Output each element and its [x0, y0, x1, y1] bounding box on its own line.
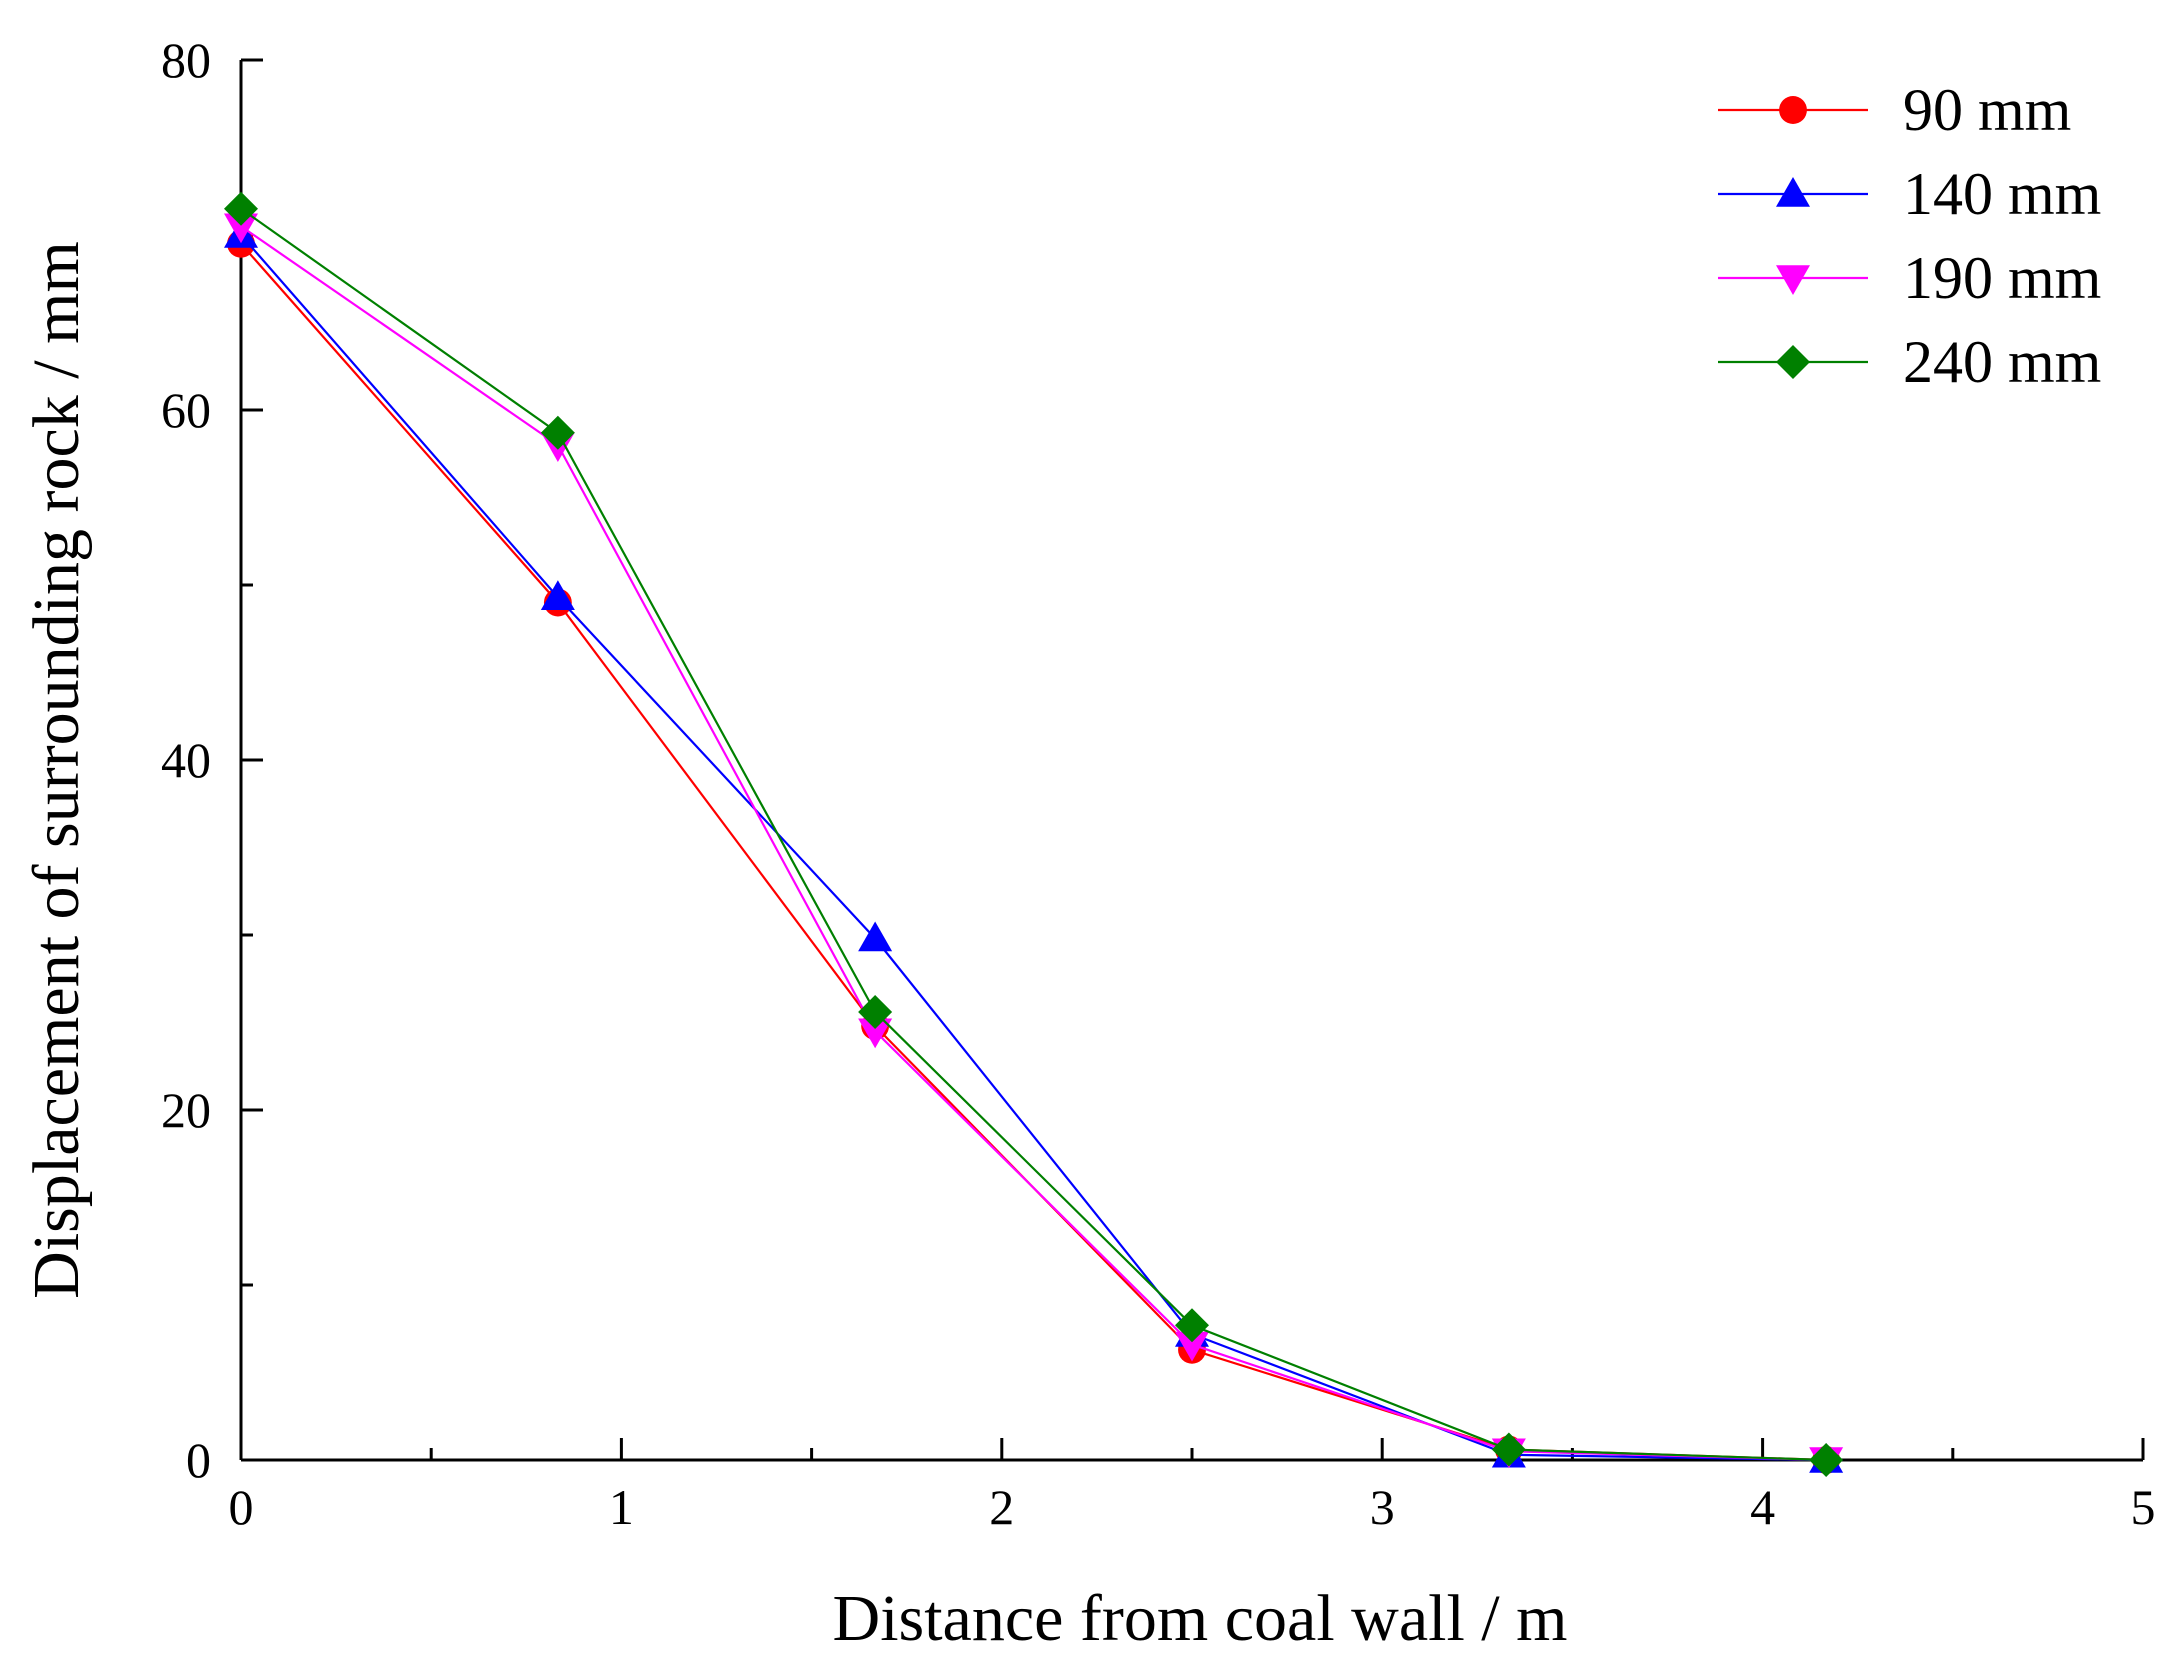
x-axis-title: Distance from coal wall / m: [833, 1582, 1568, 1655]
data-point-190-mm: [224, 213, 258, 244]
x-tick-label: 2: [989, 1479, 1014, 1535]
data-point-190-mm: [858, 1018, 893, 1049]
series-line-140-mm: [240, 234, 1827, 1462]
legend-entry-140-mm: 140 mm: [1718, 161, 2101, 227]
series-line-240-mm: [240, 207, 1827, 1462]
x-tick-label: 5: [2131, 1479, 2156, 1535]
legend-label: 190 mm: [1903, 245, 2101, 311]
series-140-mm: [224, 218, 1844, 1473]
legend-marker: [1776, 345, 1810, 379]
legend-label: 140 mm: [1903, 161, 2101, 227]
data-point-240-mm: [858, 995, 893, 1029]
x-tick-label: 0: [229, 1479, 254, 1535]
data-point-240-mm: [1809, 1443, 1844, 1477]
data-point-240-mm: [1175, 1308, 1209, 1343]
legend-marker: [1779, 96, 1807, 124]
legend-marker: [1776, 177, 1810, 207]
legend-entry-240-mm: 240 mm: [1718, 329, 2101, 395]
data-point-240-mm: [224, 191, 258, 226]
data-point-240-mm: [540, 415, 575, 450]
y-ticks: 0 20 40 60 80: [161, 32, 263, 1488]
series-190-mm: [224, 213, 1844, 1477]
y-tick-label: 20: [161, 1082, 211, 1138]
series-90-mm: [227, 229, 1841, 1474]
y-tick-label: 0: [186, 1432, 211, 1488]
data-point-140-mm: [540, 580, 575, 610]
legend-entry-90-mm: 90 mm: [1718, 77, 2071, 143]
x-tick-label: 1: [609, 1479, 634, 1535]
legend: 90 mm 140 mm 190 mm 240 mm: [1718, 77, 2101, 395]
data-point-140-mm: [858, 921, 893, 952]
data-point-240-mm: [1491, 1432, 1526, 1467]
x-tick-label: 3: [1370, 1479, 1395, 1535]
series-line-90-mm: [240, 243, 1827, 1462]
x-tick-label: 4: [1750, 1479, 1775, 1535]
x-ticks: 0 1 2 3 4 5: [229, 1438, 2156, 1535]
data-point-190-mm: [1175, 1331, 1209, 1362]
series-line-190-mm: [240, 225, 1827, 1462]
y-tick-label: 80: [161, 32, 211, 88]
legend-marker: [1776, 265, 1810, 295]
legend-label: 90 mm: [1903, 77, 2071, 143]
series-layer: [224, 191, 1844, 1477]
y-axis-title: Displacement of surrounding rock / mm: [20, 241, 93, 1299]
legend-label: 240 mm: [1903, 329, 2101, 395]
y-tick-label: 40: [161, 732, 211, 788]
y-tick-label: 60: [161, 382, 211, 438]
series-240-mm: [224, 191, 1844, 1477]
legend-entry-190-mm: 190 mm: [1718, 245, 2101, 311]
axes: [239, 60, 2143, 1462]
